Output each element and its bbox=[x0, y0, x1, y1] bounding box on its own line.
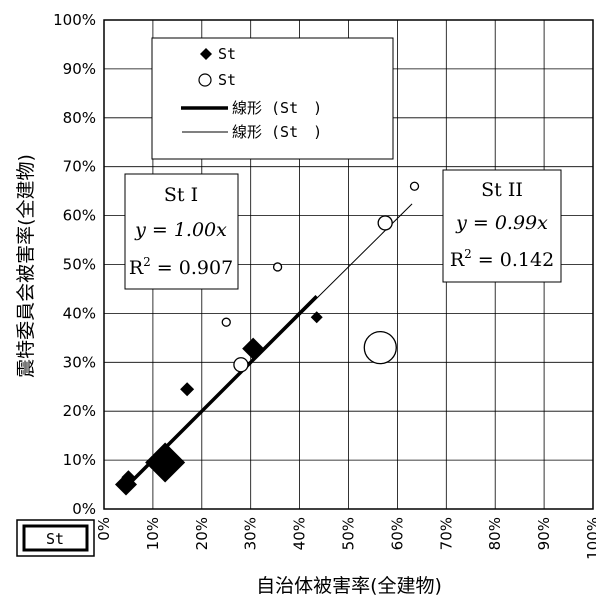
x-tick-label: 50% bbox=[340, 517, 358, 550]
y-tick-label: 40% bbox=[63, 304, 96, 322]
x-tick-label: 100% bbox=[584, 517, 596, 560]
legend-label-trend-thick: 線形 (St ) bbox=[232, 99, 322, 117]
annotation-st-1-r2: R2 = 0.907 bbox=[129, 255, 233, 279]
x-tick-label: 20% bbox=[193, 517, 211, 550]
data-point-circle bbox=[221, 317, 231, 327]
data-points bbox=[115, 181, 420, 496]
y-tick-label: 50% bbox=[63, 256, 96, 274]
data-point-diamond bbox=[242, 337, 265, 360]
data-point-diamond bbox=[180, 382, 195, 397]
annotation-st-1-r2-value: = 0.907 bbox=[151, 257, 233, 279]
data-point-diamond bbox=[115, 473, 138, 496]
annotation-st-1-r2-label: R bbox=[129, 257, 144, 279]
y-tick-label: 0% bbox=[72, 500, 96, 518]
x-tick-label: 90% bbox=[535, 517, 553, 550]
data-point-circle bbox=[272, 262, 283, 272]
corner-label-inner-box bbox=[22, 524, 89, 552]
annotation-st-1-equation: y = 1.00x bbox=[134, 219, 227, 241]
y-tick-label: 80% bbox=[63, 109, 96, 127]
x-tick-label: 60% bbox=[388, 517, 406, 550]
data-point-circle bbox=[233, 357, 249, 373]
x-tick-label: 70% bbox=[437, 517, 455, 550]
annotation-st-2-equation: y = 0.99x bbox=[455, 212, 548, 234]
annotation-st-2-r2: R2 = 0.142 bbox=[450, 247, 554, 271]
x-tick-label: 10% bbox=[144, 517, 162, 550]
legend-label-series-2: St bbox=[218, 71, 236, 89]
x-tick-label: 40% bbox=[291, 517, 309, 550]
data-point-circle bbox=[377, 215, 393, 231]
y-tick-label: 100% bbox=[53, 11, 96, 29]
y-tick-label: 70% bbox=[63, 158, 96, 176]
data-point-diamond bbox=[310, 311, 323, 324]
corner-label: St bbox=[16, 519, 95, 557]
data-point-circle bbox=[363, 330, 397, 365]
legend-box bbox=[151, 37, 394, 160]
annotation-st-1-r2-sup: 2 bbox=[143, 255, 151, 269]
y-tick-label: 30% bbox=[63, 353, 96, 371]
legend-label-series-1: St bbox=[218, 45, 236, 63]
annotation-st-2-r2-value: = 0.142 bbox=[472, 249, 554, 271]
annotation-st-2-r2-sup: 2 bbox=[464, 247, 472, 261]
data-point-circle bbox=[409, 181, 420, 191]
annotation-st-2-box bbox=[442, 169, 562, 283]
x-tick-labels: 0% 10% 20% 30% 40% 50% 60% 70% 80% 90% 100% bbox=[95, 517, 596, 560]
annotation-st-2-r2-label: R bbox=[450, 249, 465, 271]
x-tick-label: 80% bbox=[486, 517, 504, 550]
legend-label-trend-thin: 線形 (St ) bbox=[232, 123, 322, 141]
y-tick-label: 20% bbox=[63, 402, 96, 420]
annotation-st-2: St II y = 0.99x R2 = 0.142 bbox=[442, 169, 562, 283]
y-tick-label: 90% bbox=[63, 60, 96, 78]
x-tick-label: 0% bbox=[95, 517, 113, 541]
trend-line-thin bbox=[152, 203, 413, 461]
y-axis-title: 震特委員会被害率(全建物) bbox=[15, 154, 37, 378]
corner-label-text: St bbox=[46, 530, 64, 548]
legend-diamond-marker bbox=[200, 48, 212, 60]
annotation-st-2-title: St II bbox=[481, 179, 523, 201]
legend: St St 線形 (St ) 線形 (St ) bbox=[151, 37, 394, 160]
data-point-diamond bbox=[121, 470, 136, 485]
annotation-st-1-title: St I bbox=[164, 184, 198, 206]
annotation-st-1-box bbox=[124, 173, 239, 290]
x-tick-label: 30% bbox=[242, 517, 260, 550]
annotation-st-1: St I y = 1.00x R2 = 0.907 bbox=[124, 173, 239, 290]
legend-circle-marker bbox=[198, 73, 212, 87]
data-point-diamond bbox=[145, 442, 186, 483]
x-axis-title: 自治体被害率(全建物) bbox=[256, 575, 442, 597]
y-tick-labels: 0% 10% 20% 30% 40% 50% 60% 70% 80% 90% 100% bbox=[53, 11, 96, 518]
y-tick-label: 10% bbox=[63, 451, 96, 469]
y-tick-label: 60% bbox=[63, 207, 96, 225]
